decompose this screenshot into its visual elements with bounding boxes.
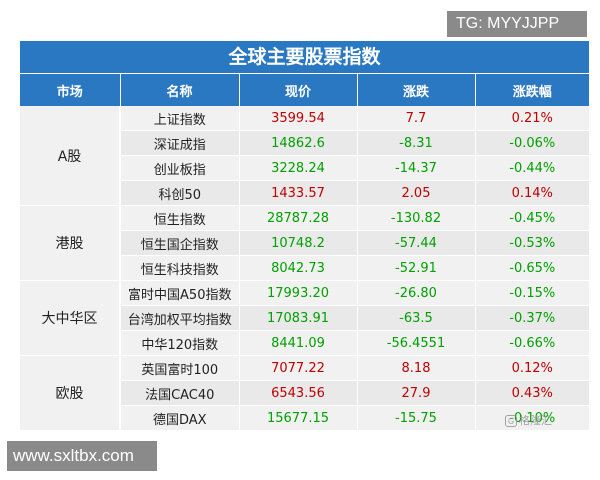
index-name-cell: 台湾加权平均指数 xyxy=(120,305,240,331)
index-name-cell: 富时中国A50指数 xyxy=(120,280,240,306)
price-cell: 17083.91 xyxy=(239,305,358,331)
change-cell: 8.18 xyxy=(357,355,476,381)
index-name-cell: 中华120指数 xyxy=(120,330,240,356)
table-header-row: 市场 名称 现价 涨跌 涨跌幅 xyxy=(20,74,589,106)
change-pct-cell: -0.66% xyxy=(475,330,589,356)
change-cell: -8.31 xyxy=(357,130,476,156)
table-row: 德国DAX 15677.15 -15.75 -0.10% xyxy=(20,405,589,431)
price-cell: 3228.24 xyxy=(239,155,358,181)
change-pct-cell: -0.06% xyxy=(475,130,589,156)
table-row: A股 上证指数 3599.54 7.7 0.21% xyxy=(20,106,589,206)
site-url-badge: www.sxltbx.com xyxy=(7,441,157,471)
market-cell: 大中华区 xyxy=(20,280,121,356)
index-name-cell: 科创50 xyxy=(120,180,240,206)
price-cell: 28787.28 xyxy=(239,205,358,231)
price-cell: 15677.15 xyxy=(239,405,358,431)
market-cell: A股 xyxy=(20,106,121,206)
change-pct-cell: -0.45% xyxy=(475,205,589,231)
change-pct-cell: 0.12% xyxy=(475,355,589,381)
price-cell: 8042.73 xyxy=(239,255,358,281)
price-cell: 8441.09 xyxy=(239,330,358,356)
table-row: 台湾加权平均指数 17083.91 -63.5 -0.37% xyxy=(20,305,589,331)
price-cell: 7077.22 xyxy=(239,355,358,381)
telegram-badge: TG: MYYJJPP xyxy=(447,11,587,37)
table-row: 中华120指数 8441.09 -56.4551 -0.66% xyxy=(20,330,589,356)
watermark: G 格隆汇 xyxy=(505,413,552,429)
change-cell: -26.80 xyxy=(357,280,476,306)
change-cell: -14.37 xyxy=(357,155,476,181)
column-header-price: 现价 xyxy=(239,74,358,106)
index-name-cell: 英国富时100 xyxy=(120,355,240,381)
market-cell: 港股 xyxy=(20,205,121,281)
change-cell: -15.75 xyxy=(357,405,476,431)
change-cell: -63.5 xyxy=(357,305,476,331)
change-pct-cell: -0.15% xyxy=(475,280,589,306)
price-cell: 1433.57 xyxy=(239,180,358,206)
table-row: 大中华区 富时中国A50指数 17993.20 -26.80 -0.15% xyxy=(20,280,589,356)
table-body: A股 上证指数 3599.54 7.7 0.21% 深证成指 14862.6 -8.31 -0.… xyxy=(20,106,589,431)
table-title: 全球主要股票指数 xyxy=(20,41,589,74)
index-name-cell: 法国CAC40 xyxy=(120,380,240,406)
change-pct-cell: -0.37% xyxy=(475,305,589,331)
index-name-cell: 创业板指 xyxy=(120,155,240,181)
table-row: 恒生国企指数 10748.2 -57.44 -0.53% xyxy=(20,230,589,256)
table-row: 欧股 英国富时100 7077.22 8.18 0.12% xyxy=(20,355,589,431)
table-row: 创业板指 3228.24 -14.37 -0.44% xyxy=(20,155,589,181)
index-name-cell: 德国DAX xyxy=(120,405,240,431)
table-row: 深证成指 14862.6 -8.31 -0.06% xyxy=(20,130,589,156)
table-row: 科创50 1433.57 2.05 0.14% xyxy=(20,180,589,206)
index-name-cell: 上证指数 xyxy=(120,106,240,131)
market-cell: 欧股 xyxy=(20,355,121,431)
change-pct-cell: -0.65% xyxy=(475,255,589,281)
change-cell: 2.05 xyxy=(357,180,476,206)
index-name-cell: 深证成指 xyxy=(120,130,240,156)
table-row: 港股 恒生指数 28787.28 -130.82 -0.45% xyxy=(20,205,589,281)
price-cell: 6543.56 xyxy=(239,380,358,406)
index-name-cell: 恒生国企指数 xyxy=(120,230,240,256)
price-cell: 17993.20 xyxy=(239,280,358,306)
column-header-name: 名称 xyxy=(120,74,240,106)
index-table: 市场 名称 现价 涨跌 涨跌幅 A股 上证指数 3599.54 7.7 0.21% 深证成… xyxy=(20,74,589,431)
column-header-change: 涨跌 xyxy=(357,74,476,106)
change-pct-cell: -0.10% xyxy=(475,405,589,431)
index-name-cell: 恒生指数 xyxy=(120,205,240,231)
change-pct-cell: -0.44% xyxy=(475,155,589,181)
watermark-logo-icon: G xyxy=(505,415,517,427)
change-pct-cell: -0.53% xyxy=(475,230,589,256)
price-cell: 3599.54 xyxy=(239,106,358,131)
change-cell: 27.9 xyxy=(357,380,476,406)
index-name-cell: 恒生科技指数 xyxy=(120,255,240,281)
change-cell: -52.91 xyxy=(357,255,476,281)
change-pct-cell: 0.21% xyxy=(475,106,589,131)
change-cell: -57.44 xyxy=(357,230,476,256)
change-cell: 7.7 xyxy=(357,106,476,131)
index-table-panel: 全球主要股票指数 市场 名称 现价 涨跌 涨跌幅 A股 上证指数 3599.54 7.… xyxy=(20,41,589,431)
watermark-text: 格隆汇 xyxy=(519,414,552,427)
table-row: 恒生科技指数 8042.73 -52.91 -0.65% xyxy=(20,255,589,281)
change-pct-cell: 0.14% xyxy=(475,180,589,206)
table-row: 法国CAC40 6543.56 27.9 0.43% xyxy=(20,380,589,406)
column-header-market: 市场 xyxy=(20,74,121,106)
price-cell: 14862.6 xyxy=(239,130,358,156)
change-pct-cell: 0.43% xyxy=(475,380,589,406)
change-cell: -56.4551 xyxy=(357,330,476,356)
change-cell: -130.82 xyxy=(357,205,476,231)
column-header-change-pct: 涨跌幅 xyxy=(475,74,589,106)
price-cell: 10748.2 xyxy=(239,230,358,256)
